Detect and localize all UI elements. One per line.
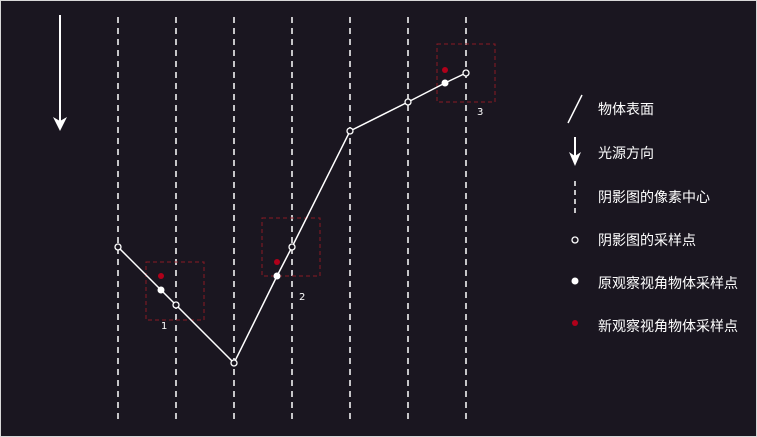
original-view-samples — [157, 79, 449, 294]
shadow-sample-point — [114, 243, 122, 251]
legend: 物体表面 光源方向 阴影图的像素中心 阴影图的采样点 原观察视角物体采样点 新观… — [567, 94, 738, 335]
sample-box-label-3: 3 — [477, 107, 483, 118]
original-sample-point — [157, 286, 165, 294]
legend-label-original-sample: 原观察视角物体采样点 — [598, 275, 738, 292]
object-surface-line — [117, 72, 467, 365]
legend-label-shadow-sample: 阴影图的采样点 — [598, 233, 696, 249]
new-sample-point — [274, 259, 280, 265]
new-sample-point — [442, 67, 448, 73]
light-direction-arrow — [53, 15, 67, 131]
new-sample-point — [158, 273, 164, 279]
slash-line-icon — [567, 94, 583, 124]
white-dot-icon — [571, 277, 579, 285]
arrow-down-icon — [569, 137, 581, 166]
shadow-sample-point — [346, 127, 354, 135]
original-sample-point — [273, 272, 281, 280]
sample-box-label-2: 2 — [299, 292, 305, 303]
original-sample-point — [441, 79, 449, 87]
red-dot-icon — [572, 320, 578, 326]
sample-boxes — [145, 43, 496, 321]
sample-box-2 — [261, 217, 321, 277]
legend-label-pixel-center: 阴影图的像素中心 — [598, 190, 710, 206]
sample-box-label-1: 1 — [161, 321, 167, 332]
new-view-samples — [158, 67, 448, 279]
sample-box-1 — [145, 261, 205, 321]
shadow-sample-point — [404, 98, 412, 106]
shadow-sample-point — [288, 243, 296, 251]
shadow-map-samples — [114, 69, 470, 367]
shadow-sample-point — [230, 359, 238, 367]
legend-label-new-sample: 新观察视角物体采样点 — [598, 318, 738, 335]
hollow-dot-icon — [571, 236, 579, 244]
shadow-sample-point — [172, 301, 180, 309]
legend-label-light: 光源方向 — [598, 146, 654, 162]
legend-label-surface: 物体表面 — [598, 102, 654, 118]
shadow-sample-point — [462, 69, 470, 77]
sample-box-3 — [436, 43, 496, 103]
